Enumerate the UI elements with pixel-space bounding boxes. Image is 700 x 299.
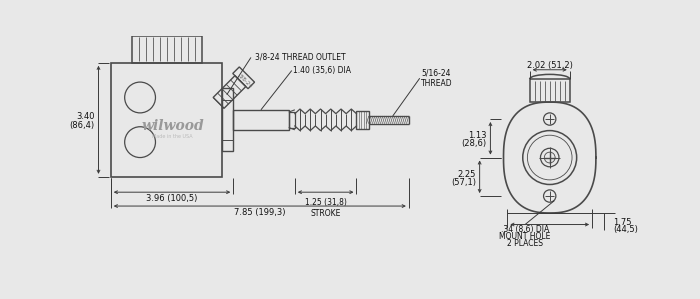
Text: 1.13: 1.13: [468, 132, 486, 141]
Bar: [288, 112, 295, 127]
Text: (44,5): (44,5): [613, 225, 638, 234]
Bar: [356, 111, 369, 129]
Text: 3.96 (100,5): 3.96 (100,5): [146, 194, 197, 203]
Bar: [530, 79, 570, 102]
Text: MOUNT HOLE: MOUNT HOLE: [499, 232, 551, 241]
Bar: [233, 110, 288, 130]
Text: (28,6): (28,6): [461, 139, 486, 148]
Text: 2.25: 2.25: [457, 170, 476, 179]
Text: 3/8-24: 3/8-24: [237, 73, 253, 89]
Text: 2 PLACES: 2 PLACES: [507, 239, 543, 248]
Text: (86,4): (86,4): [69, 121, 94, 130]
Text: 1.25 (31,8)
STROKE: 1.25 (31,8) STROKE: [304, 198, 346, 218]
Text: 7.85 (199,3): 7.85 (199,3): [234, 208, 286, 217]
Text: 3.40: 3.40: [76, 112, 94, 121]
Text: (57,1): (57,1): [451, 178, 476, 187]
Text: 1.40 (35,6) DIA: 1.40 (35,6) DIA: [293, 66, 351, 75]
Text: 1.75: 1.75: [613, 218, 631, 227]
Text: Made in the USA: Made in the USA: [153, 134, 193, 139]
Text: 3/8-24 THREAD OUTLET: 3/8-24 THREAD OUTLET: [255, 53, 345, 62]
Bar: [132, 36, 202, 63]
Text: wilwood: wilwood: [141, 119, 204, 133]
Text: .34 (8,6) DIA: .34 (8,6) DIA: [501, 225, 550, 234]
Text: 5/16-24
THREAD: 5/16-24 THREAD: [421, 68, 453, 88]
Bar: [223, 88, 233, 151]
Bar: [111, 63, 223, 177]
Text: 2.02 (51,2): 2.02 (51,2): [527, 61, 573, 70]
